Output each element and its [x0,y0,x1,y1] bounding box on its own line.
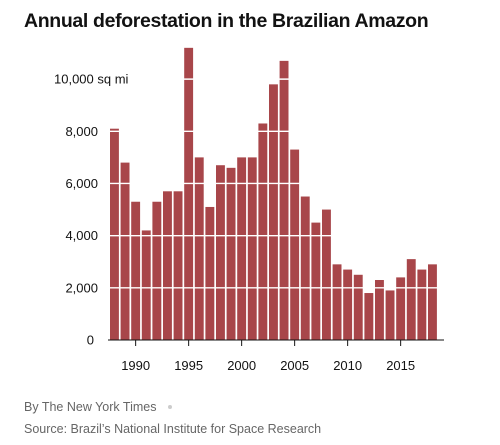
y-axis-labels: 0 2,000 4,000 6,000 8,000 10,000 sq mi [54,72,129,348]
y-tick-label-8000: 8,000 [65,124,98,139]
bar-2012 [364,293,374,340]
source-note: Source: Brazil’s National Institute for … [24,422,322,436]
bar-2018 [428,264,437,340]
bar-2017 [417,269,427,340]
y-tick-label-6000: 6,000 [65,176,98,191]
bar-1996 [194,157,204,340]
bar-1999 [226,167,236,340]
x-tick-label-2010: 2010 [333,358,362,373]
bar-2007 [311,222,321,340]
bar-2011 [353,274,363,340]
bar-1991 [141,230,151,340]
bar-1989 [120,162,130,340]
bar-2004 [279,60,289,341]
bar-1993 [163,191,172,340]
x-axis-ticks [135,340,402,346]
x-tick-label-2005: 2005 [280,358,309,373]
bar-2000 [237,157,247,340]
byline: By The New York Times [24,400,173,414]
bar-1990 [131,201,141,340]
bar-2005 [290,149,300,340]
gridlines-group [108,78,444,289]
x-tick-label-1995: 1995 [174,358,203,373]
y-tick-label-2000: 2,000 [65,280,98,295]
x-axis-labels: 1990 1995 2000 2005 2010 2015 [121,358,415,373]
bar-1998 [216,165,225,340]
byline-text: By The New York Times [24,400,157,414]
bar-2003 [269,84,278,340]
bar-1988 [110,128,119,340]
x-tick-label-1990: 1990 [121,358,150,373]
bar-2002 [258,123,268,340]
bar-2015 [396,277,406,340]
bar-1997 [205,206,215,340]
bar-2010 [343,269,353,340]
x-tick-label-2000: 2000 [227,358,256,373]
y-tick-label-10000: 10,000 sq mi [54,72,129,87]
bar-2001 [247,157,257,340]
separator-dot-icon [168,404,173,409]
bar-1992 [152,201,162,340]
x-tick-label-2015: 2015 [386,358,415,373]
bars-group [110,47,437,341]
bar-2013 [375,280,384,340]
bar-1995 [184,47,194,340]
bar-2014 [385,290,395,340]
bar-2006 [300,196,310,340]
bar-1994 [173,191,183,340]
y-tick-label-4000: 4,000 [65,228,98,243]
bar-2008 [322,209,331,340]
bar-2016 [406,259,416,340]
bar-2009 [332,264,342,340]
chart-title: Annual deforestation in the Brazilian Am… [24,10,429,32]
y-tick-label-0: 0 [87,333,94,348]
